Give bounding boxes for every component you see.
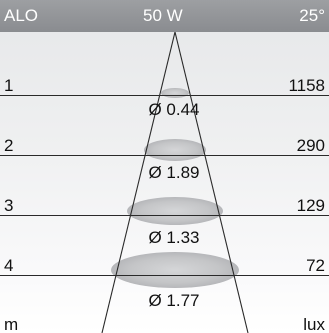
power-label: 50 W: [143, 6, 183, 25]
distance-label: 3: [4, 196, 14, 215]
distance-label: 2: [4, 136, 14, 155]
model-label: ALO: [4, 6, 39, 25]
lux-value: 129: [296, 196, 325, 215]
lux-unit-label: lux: [303, 315, 325, 333]
distance-label: 1: [4, 76, 14, 95]
cone-right-edge: [174, 31, 249, 333]
diameter-label: Ø 0.44: [148, 100, 200, 119]
row-line-1: [0, 95, 329, 96]
lux-value: 72: [306, 256, 325, 275]
diameter-label: Ø 1.33: [148, 228, 200, 247]
beam-ellipse-4: [111, 252, 239, 288]
lux-value: 290: [296, 136, 325, 155]
header-bar: ALO 50 W 25°: [0, 0, 329, 32]
lux-value: 1158: [288, 76, 325, 95]
distance-unit-label: m: [4, 315, 19, 333]
beam-angle-label: 25°: [299, 6, 325, 25]
row-line-3: [0, 215, 329, 216]
beam-ellipse-2: [144, 139, 206, 161]
beam-ellipse-1: [161, 88, 189, 98]
diameter-label: Ø 1.89: [148, 163, 200, 182]
beam-ellipse-3: [127, 197, 223, 225]
row-line-2: [0, 155, 329, 156]
row-line-4: [0, 275, 329, 276]
diameter-label: Ø 1.77: [148, 291, 200, 310]
cone-left-edge: [101, 31, 176, 333]
distance-label: 4: [4, 256, 14, 275]
